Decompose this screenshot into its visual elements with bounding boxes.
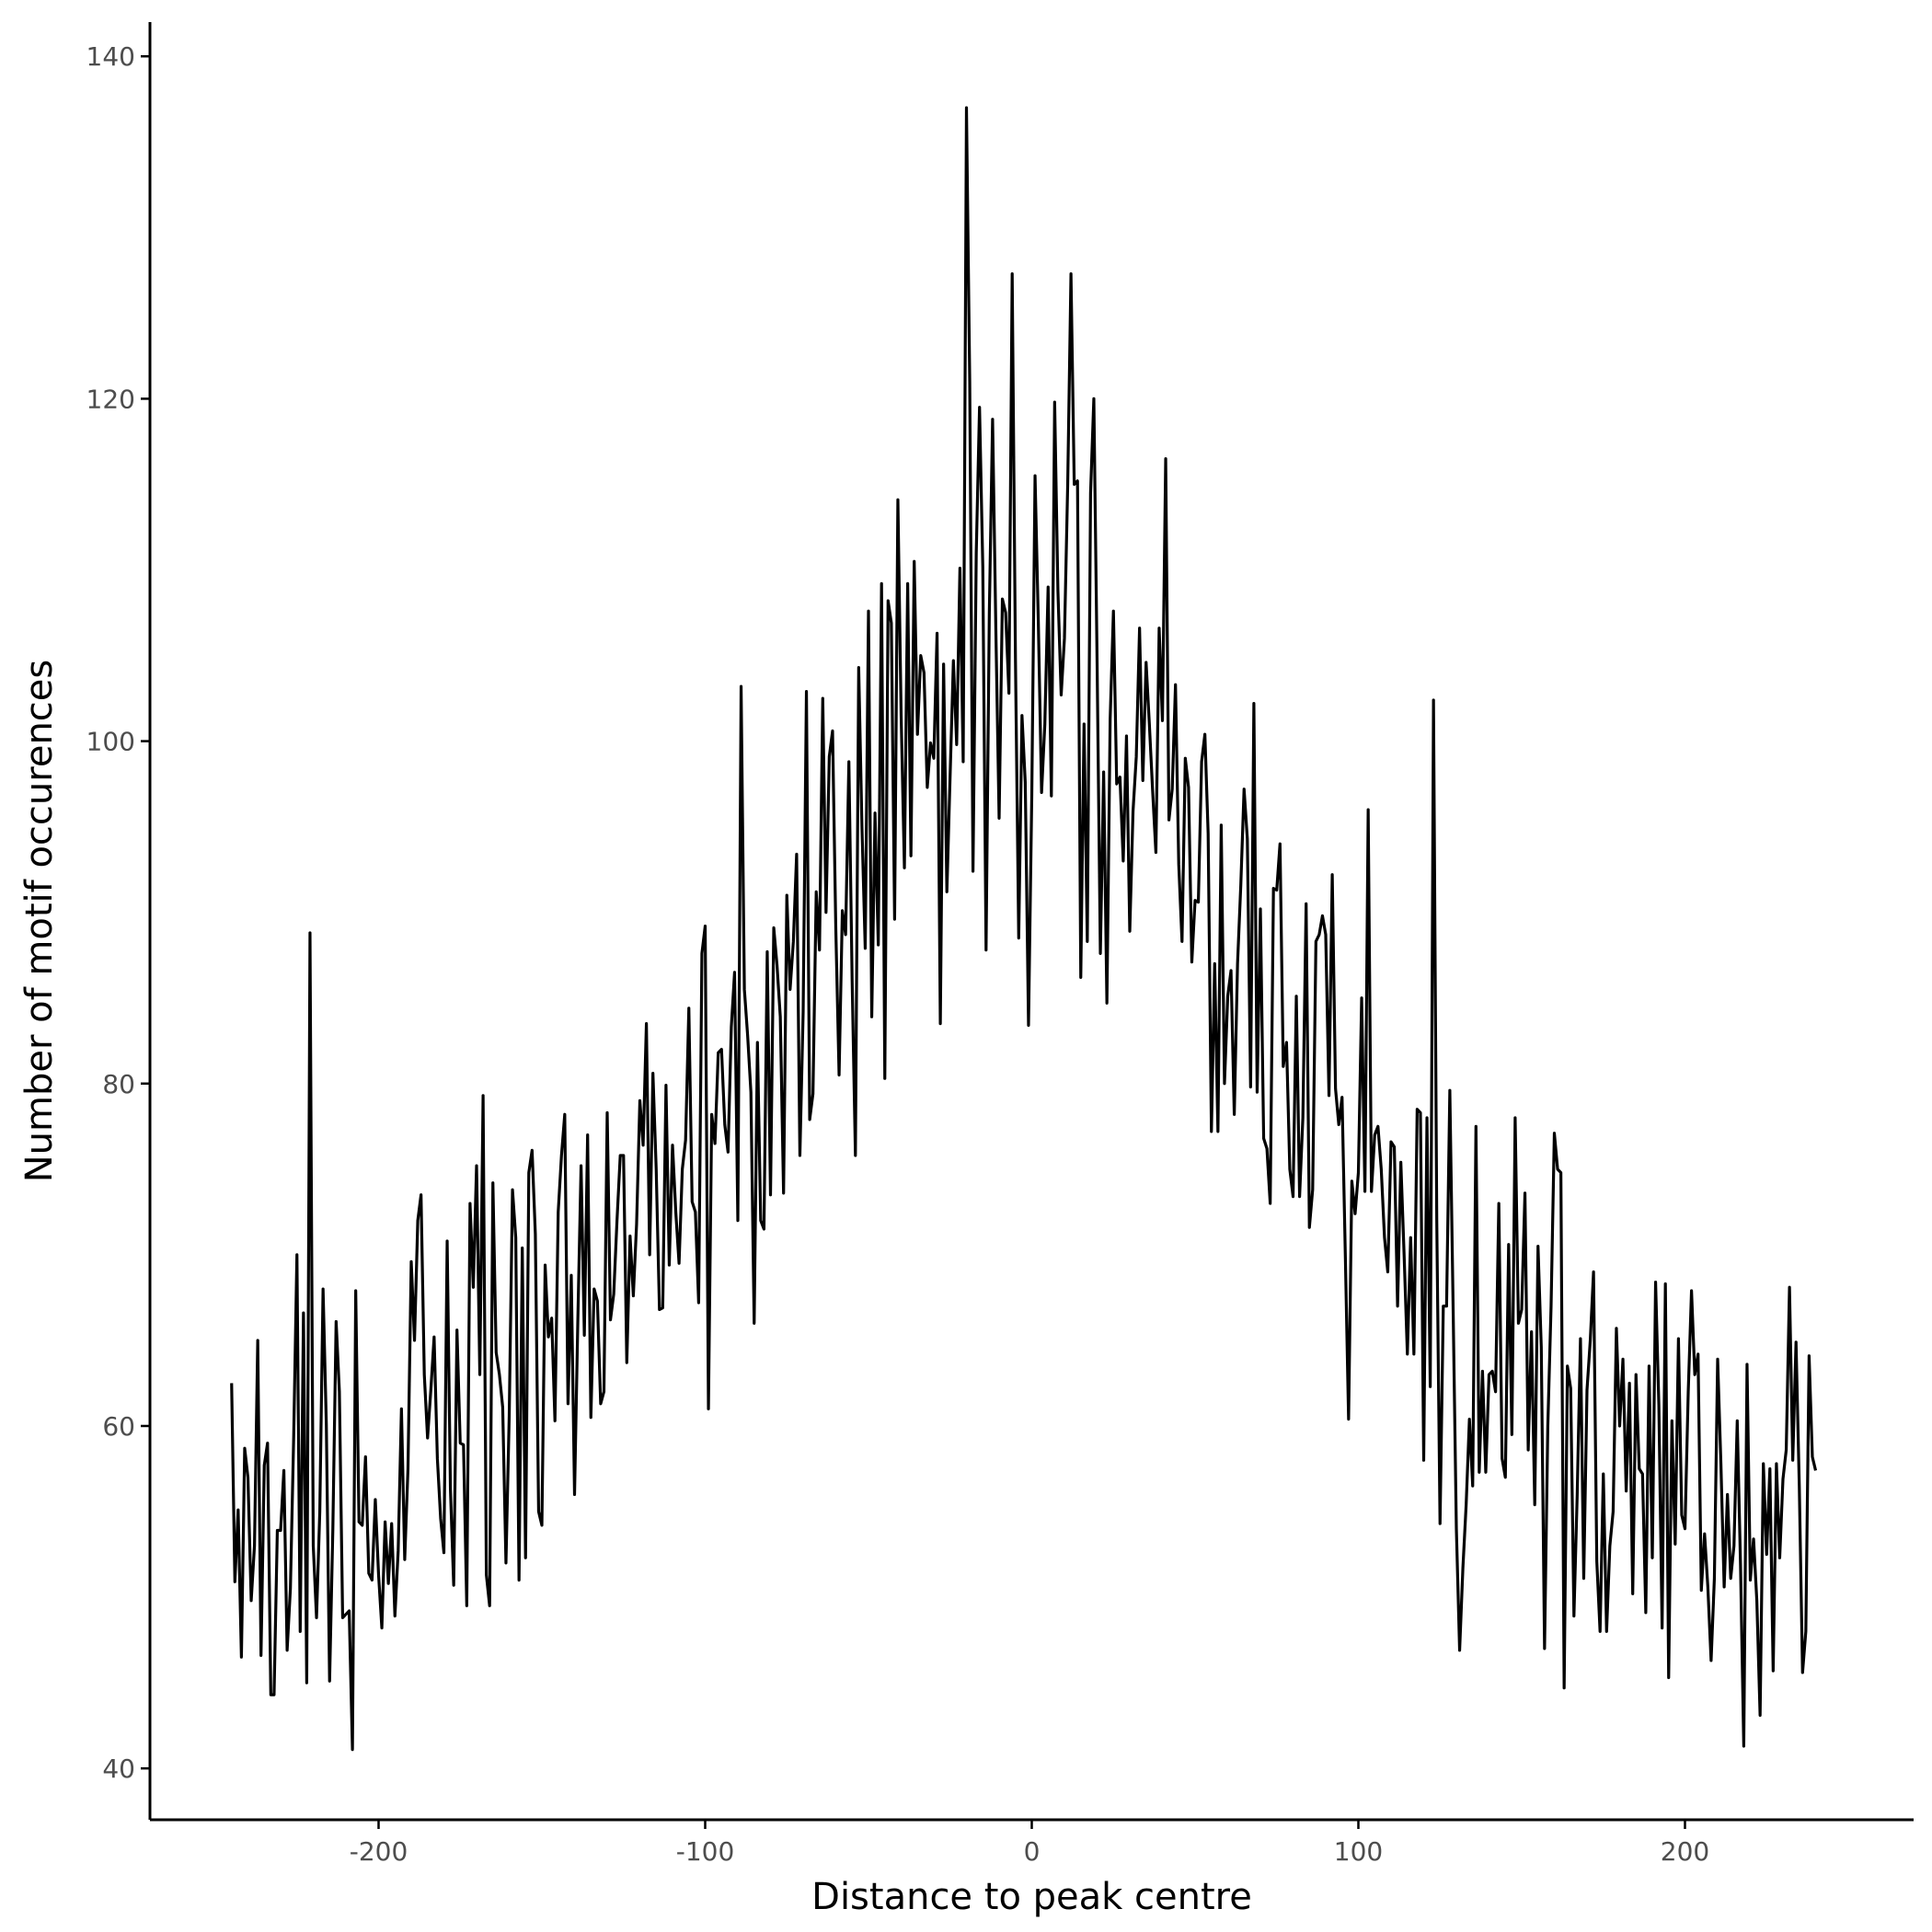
x-tick-label: 0 bbox=[1024, 1836, 1041, 1867]
y-tick-label: 100 bbox=[86, 727, 135, 757]
y-tick-label: 120 bbox=[86, 384, 135, 414]
x-tick-label: 200 bbox=[1661, 1836, 1709, 1867]
y-tick-label: 140 bbox=[86, 41, 135, 72]
y-axis-title: Number of motif occurences bbox=[18, 660, 61, 1182]
series-line bbox=[230, 106, 1818, 1752]
y-axis: 40 60 80 100 120 140 bbox=[86, 22, 152, 1820]
x-tick-label: -200 bbox=[350, 1836, 408, 1867]
x-axis-title: Distance to peak centre bbox=[811, 1876, 1252, 1918]
y-tick-label: 80 bbox=[102, 1069, 135, 1099]
x-tick-label: 100 bbox=[1334, 1836, 1383, 1867]
y-tick-label: 60 bbox=[102, 1411, 135, 1442]
y-tick-label: 40 bbox=[102, 1754, 135, 1784]
x-tick-label: -100 bbox=[676, 1836, 735, 1867]
x-axis: -200 -100 0 100 200 bbox=[150, 1818, 1914, 1867]
